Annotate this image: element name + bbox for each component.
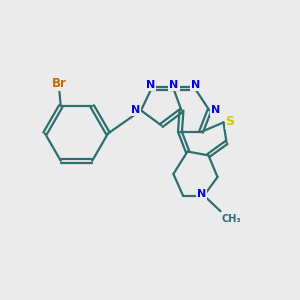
- Text: N: N: [197, 189, 206, 199]
- Text: N: N: [211, 105, 220, 115]
- Text: Br: Br: [52, 76, 67, 90]
- Text: N: N: [131, 105, 140, 115]
- Text: N: N: [169, 80, 178, 90]
- Text: S: S: [226, 115, 235, 128]
- Text: N: N: [191, 80, 200, 90]
- Text: CH₃: CH₃: [222, 214, 242, 224]
- Text: N: N: [146, 80, 155, 90]
